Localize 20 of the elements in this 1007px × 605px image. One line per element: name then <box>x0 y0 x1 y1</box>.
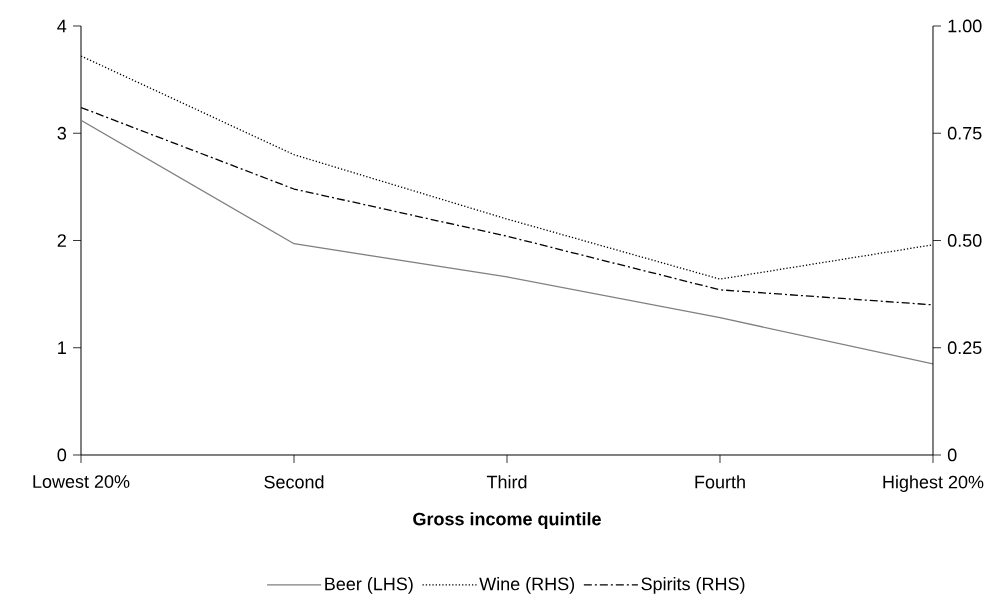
y2-tick-label: 0.25 <box>947 341 982 355</box>
y2-tick-label: 0.75 <box>947 126 982 140</box>
x-tick-label: Second <box>264 475 324 489</box>
y-tick-label: 0 <box>57 448 67 462</box>
x-tick-label: Third <box>486 475 527 489</box>
y2-tick-label: 0 <box>947 448 957 462</box>
y2-tick-label: 0.50 <box>947 234 982 247</box>
line-series <box>81 119 933 365</box>
legend-label: Wine (RHS) <box>479 577 575 594</box>
legend-label: Beer (LHS) <box>325 577 413 594</box>
legend-label: Spirits (RHS) <box>641 577 745 594</box>
x-tick-label: Highest 20% <box>883 475 984 492</box>
y-tick-label: 3 <box>57 126 67 140</box>
y2-tick-label: 1.00 <box>948 19 982 33</box>
x-tick-label: Fourth <box>695 475 745 489</box>
y-tick-label: 2 <box>57 234 66 247</box>
x-tick-label: Lowest 20% <box>33 475 130 488</box>
x-axis-title: Gross income quintile <box>413 512 601 529</box>
y-tick-label: 4 <box>57 19 67 33</box>
y-tick-label: 1 <box>58 341 66 354</box>
